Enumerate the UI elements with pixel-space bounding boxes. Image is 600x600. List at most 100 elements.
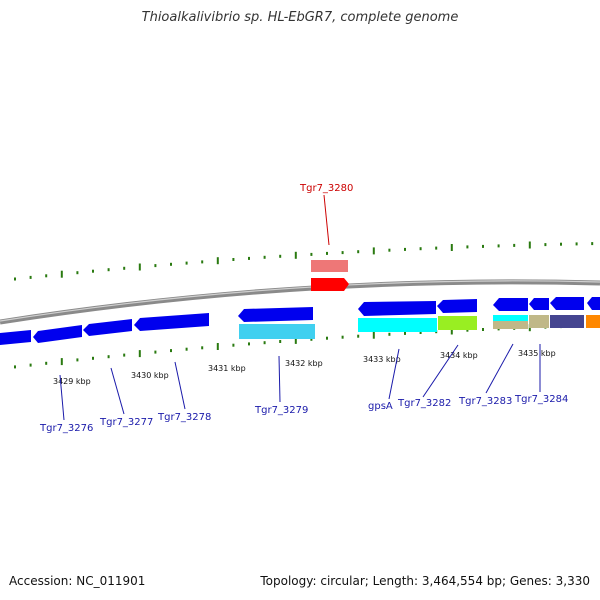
leader-tgr7-3278 — [174, 361, 186, 410]
genome-backbone-highlight — [0, 280, 600, 322]
gene-tgr7-3283-cog-bottom — [493, 321, 528, 329]
upper-tick — [466, 245, 469, 249]
lower-tick — [107, 355, 110, 359]
gene-label-tgr7-3283[interactable]: Tgr7_3283 — [458, 396, 512, 407]
lower-tick — [216, 343, 219, 350]
gene-tgr7-3275-arrow[interactable] — [0, 330, 31, 345]
upper-tick — [560, 242, 562, 246]
gene-tgr7-3283-cog-top — [493, 315, 528, 321]
lower-tick — [279, 340, 282, 343]
lower-tick — [372, 331, 375, 339]
upper-tick — [154, 264, 157, 268]
gene-tgr7-3284a-arrow[interactable] — [529, 298, 549, 310]
lower-tick — [154, 350, 157, 354]
lower-tick — [60, 358, 63, 366]
upper-tick — [326, 251, 328, 255]
upper-tick — [528, 241, 531, 249]
upper-tick — [513, 243, 516, 247]
gene-label-tgr7-3280[interactable]: Tgr7_3280 — [299, 183, 353, 194]
gene-tgr7-3283-arrow[interactable] — [493, 298, 528, 311]
lower-tick — [232, 343, 235, 347]
lower-tick — [482, 328, 484, 331]
gene-label-tgr7-3284[interactable]: Tgr7_3284 — [514, 394, 568, 405]
upper-tick — [138, 263, 141, 271]
gene-tgr7-3284-arrow[interactable] — [550, 297, 584, 310]
upper-tick — [60, 270, 63, 278]
lower-tick — [170, 349, 172, 353]
leader-tgr7-3277 — [110, 367, 125, 415]
gene-tgr7-3285-cog — [586, 315, 600, 328]
upper-tick — [201, 260, 204, 264]
kbp-label-3429: 3429 kbp — [53, 377, 91, 386]
upper-tick — [404, 247, 406, 251]
gene-label-tgr7-3277[interactable]: Tgr7_3277 — [99, 417, 153, 428]
lower-tick — [357, 334, 360, 338]
upper-tick — [279, 254, 282, 258]
leader-tgr7-3283 — [485, 343, 514, 394]
upper-tick — [357, 250, 360, 254]
lower-tick — [185, 347, 188, 351]
gene-label-tgr7-3279[interactable]: Tgr7_3279 — [254, 405, 308, 416]
lower-tick — [341, 335, 344, 339]
upper-tick — [14, 277, 16, 281]
gene-tgr7-3277-arrow[interactable] — [83, 319, 132, 336]
map-title: Thioalkalivibrio sp. HL-EbGR7, complete … — [141, 10, 459, 25]
lower-tick — [466, 328, 469, 332]
gene-tgr7-3279-arrow[interactable] — [238, 307, 313, 322]
upper-tick — [310, 252, 313, 256]
gene-tgr7-3282-cog — [438, 316, 477, 330]
gene-gpsa-cog — [358, 318, 437, 332]
lower-tick — [326, 336, 328, 340]
lower-tick — [248, 342, 250, 346]
upper-tick — [294, 251, 297, 259]
upper-tick — [419, 247, 422, 251]
upper-tick — [216, 257, 219, 265]
genome-backbone — [0, 279, 600, 325]
upper-tick — [435, 246, 438, 250]
ticks-upper — [14, 241, 594, 281]
gene-label-tgr7-3278[interactable]: Tgr7_3278 — [157, 412, 211, 423]
lower-tick — [419, 331, 422, 334]
gene-label-tgr7-3276[interactable]: Tgr7_3276 — [39, 423, 93, 434]
kbp-label-3432: 3432 kbp — [285, 359, 323, 368]
leader-tgr7-3280 — [323, 194, 330, 246]
upper-tick — [248, 256, 250, 260]
leader-tgr7-3282 — [422, 344, 459, 398]
gene-tgr7-3278-arrow[interactable] — [134, 313, 209, 331]
gene-tgr7-3280-arrow[interactable] — [311, 278, 349, 291]
gene-gpsa-arrow[interactable] — [358, 301, 436, 316]
lower-tick — [201, 346, 204, 350]
gene-label-tgr7-3282[interactable]: Tgr7_3282 — [397, 398, 451, 409]
gene-tgr7-3280-cog[interactable] — [311, 260, 348, 272]
lower-tick — [123, 353, 126, 357]
upper-tick — [45, 274, 48, 278]
leader-tgr7-3276 — [59, 374, 65, 421]
lower-tick — [404, 331, 406, 335]
upper-tick — [107, 268, 110, 272]
lower-tick — [29, 363, 32, 367]
gene-tgr7-3284-cog — [550, 315, 584, 328]
lower-tick — [92, 356, 94, 360]
upper-tick — [170, 262, 172, 266]
upper-tick — [263, 255, 266, 259]
lower-tick — [76, 358, 79, 362]
upper-tick — [92, 269, 94, 273]
kbp-label-3431: 3431 kbp — [208, 364, 246, 373]
lower-tick — [138, 350, 141, 358]
lower-tick — [294, 336, 297, 344]
gene-tgr7-3285-arrow[interactable] — [587, 297, 600, 310]
kbp-label-3435: 3435 kbp — [518, 349, 556, 358]
upper-tick — [591, 242, 594, 246]
lower-tick — [263, 341, 266, 345]
gene-label-gpsa[interactable]: gpsA — [368, 401, 393, 412]
gene-tgr7-3276-arrow[interactable] — [33, 325, 82, 343]
kbp-label-3433: 3433 kbp — [363, 355, 401, 364]
upper-tick — [482, 244, 484, 248]
gene-tgr7-3282-arrow[interactable] — [437, 299, 477, 313]
genome-summary-text: Topology: circular; Length: 3,464,554 bp… — [260, 574, 590, 588]
upper-tick — [123, 266, 126, 270]
upper-tick — [388, 248, 391, 252]
kbp-label-3430: 3430 kbp — [131, 371, 169, 380]
upper-tick — [341, 251, 344, 255]
